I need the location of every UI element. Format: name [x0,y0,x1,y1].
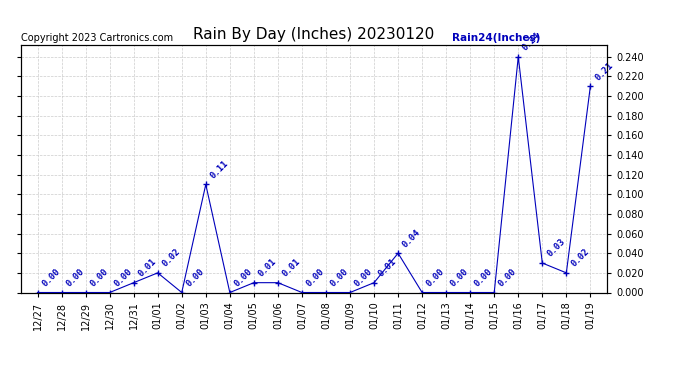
Text: 0.00: 0.00 [40,267,62,288]
Text: 0.01: 0.01 [281,257,302,279]
Text: 0.03: 0.03 [545,237,566,259]
Text: 0.00: 0.00 [64,267,86,288]
Text: 0.00: 0.00 [112,267,134,288]
Text: 0.01: 0.01 [377,257,398,279]
Title: Rain By Day (Inches) 20230120: Rain By Day (Inches) 20230120 [193,27,435,42]
Text: 0.11: 0.11 [208,159,230,180]
Text: 0.00: 0.00 [328,267,351,288]
Text: 0.02: 0.02 [569,247,591,269]
Text: 0.00: 0.00 [353,267,375,288]
Text: 0.00: 0.00 [449,267,471,288]
Text: 0.00: 0.00 [497,267,519,288]
Text: 0.01: 0.01 [257,257,278,279]
Text: Rain24(Inches): Rain24(Inches) [452,33,540,42]
Text: 0.00: 0.00 [305,267,326,288]
Text: 0.01: 0.01 [137,257,158,279]
Text: 0.21: 0.21 [593,60,615,82]
Text: 0.00: 0.00 [88,267,110,288]
Text: 0.00: 0.00 [233,267,254,288]
Text: 0.04: 0.04 [401,228,422,249]
Text: 0.00: 0.00 [425,267,446,288]
Text: 0.00: 0.00 [184,267,206,288]
Text: 0.24: 0.24 [521,31,542,52]
Text: 0.02: 0.02 [161,247,182,269]
Text: 0.00: 0.00 [473,267,495,288]
Text: Copyright 2023 Cartronics.com: Copyright 2023 Cartronics.com [21,33,172,42]
